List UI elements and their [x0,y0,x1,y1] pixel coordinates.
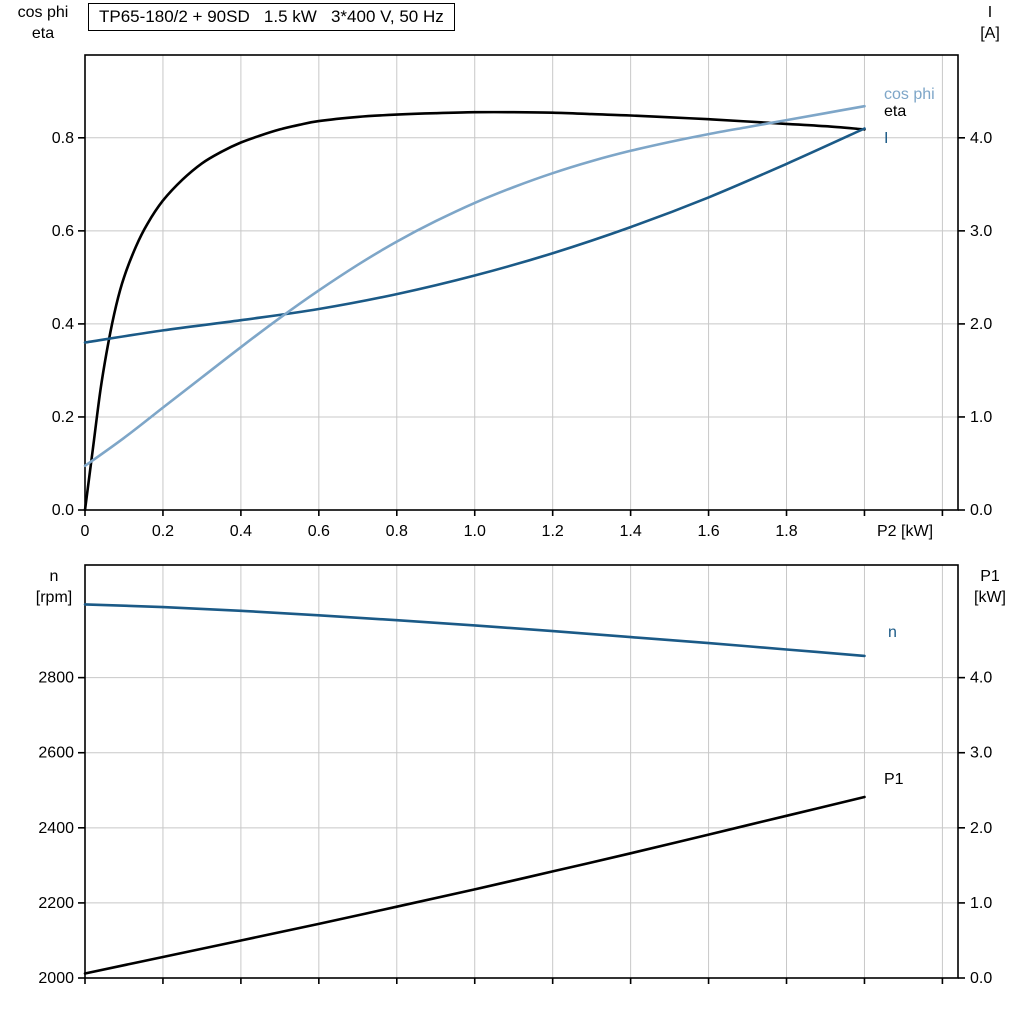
bottom-chart-canvas: 2000 2200 2400 2600 2800 0.0 1.0 2.0 3.0 4.0 [38,564,992,987]
left-tick-label: 2400 [38,820,74,837]
x-axis-label: P2 [kW] [877,523,933,540]
x-tick-label: 1.8 [775,523,797,540]
left-axis-label-eta: eta [31,25,55,42]
top-chart-canvas: 0.0 0.2 0.4 0.6 0.8 0.0 1.0 2.0 3.0 4.0 0 0.2 0.4 0.6… [52,54,992,540]
p1-curve [83,795,866,975]
left-tick-label: 2600 [38,745,74,762]
bottom-right-axis-label: P1 [kW] [958,566,1022,608]
x-tick-label: 0.2 [152,523,174,540]
left-tick-label: 0.8 [52,130,74,147]
right-tick-label: 0.0 [970,970,992,987]
right-axis-label-unit-kw: [kW] [974,589,1006,606]
bottom-left-axis-label: n [rpm] [20,566,88,608]
left-tick-label: 0.4 [52,316,74,333]
cos-phi-curve [83,104,866,468]
cos-phi-curve-label: cos phi [884,86,935,103]
left-axis-label-unit-rpm: [rpm] [35,589,73,606]
left-tick-label: 2000 [38,970,74,987]
right-tick-label: 4.0 [970,130,992,147]
right-axis-label-p1: P1 [980,568,1000,585]
right-tick-label: 1.0 [970,895,992,912]
x-tick-label: 1.2 [542,523,564,540]
i-curve [83,127,866,344]
left-axis-label-cosphi: cos phi [17,4,69,21]
current-curve-label: I [884,130,889,147]
right-tick-label: 1.0 [970,409,992,426]
x-tick-label: 1.0 [464,523,486,540]
eta-curve [83,110,866,512]
chart-title: TP65-180/2 + 90SD 1.5 kW 3*400 V, 50 Hz [88,3,455,31]
x-tick-label: 0.6 [308,523,330,540]
speed-curve-label: n [888,624,897,641]
left-tick-label: 2800 [38,670,74,687]
left-tick-label: 0.6 [52,223,74,240]
right-tick-label: 3.0 [970,223,992,240]
right-tick-label: 0.0 [970,502,992,519]
eta-curve-label: eta [884,103,907,120]
x-tick-label: 0 [81,523,90,540]
x-tick-label: 0.4 [230,523,252,540]
left-tick-label: 0.2 [52,409,74,426]
x-tick-label: 0.8 [386,523,408,540]
p1-curve-label: P1 [884,771,904,788]
right-axis-label-current: I [987,4,993,21]
x-tick-label: 1.6 [697,523,719,540]
right-axis-label-unit-a: [A] [980,25,1000,42]
top-right-axis-label: I [A] [960,2,1020,44]
right-tick-label: 2.0 [970,820,992,837]
right-tick-label: 4.0 [970,670,992,687]
x-tick-label: 1.4 [620,523,642,540]
left-tick-label: 0.0 [52,502,74,519]
plot-frame [84,564,959,979]
left-axis-label-n: n [49,568,59,585]
right-tick-label: 2.0 [970,316,992,333]
n-curve [83,603,866,658]
left-tick-label: 2200 [38,895,74,912]
plot-frame [84,54,959,511]
top-left-axis-label: cos phi eta [4,2,82,44]
right-tick-label: 3.0 [970,745,992,762]
